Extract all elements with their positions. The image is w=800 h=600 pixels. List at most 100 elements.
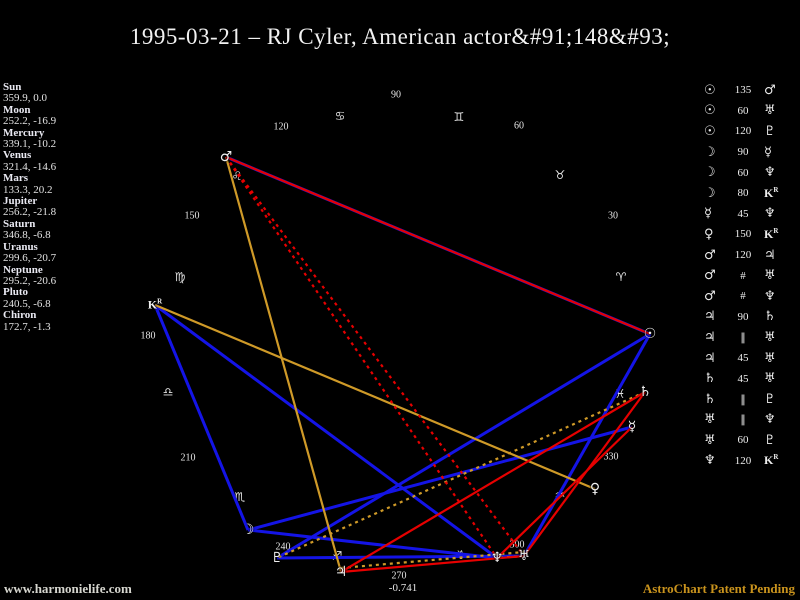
pluto-glyph: ♇ — [764, 391, 776, 407]
planet-neptune-icon: ♆ — [490, 550, 504, 566]
neptune-glyph: ♆ — [764, 412, 776, 428]
degree-label-150: 150 — [184, 210, 200, 222]
aspect-line-sun-uranus — [522, 333, 652, 557]
planet-venus-icon: ♀ — [589, 481, 601, 497]
retrograde-mark: R — [157, 297, 163, 306]
aspect-row: ☽ 60 ♆ — [704, 162, 796, 183]
aspect-line-venus-chiron — [154, 303, 596, 491]
ephemeris-value: 256.2, -21.8 — [3, 206, 57, 219]
degree-label-210: 210 — [180, 452, 196, 464]
sun-glyph: ☉ — [704, 123, 716, 139]
ephemeris-name: Uranus — [3, 240, 38, 253]
sign-cancer-icon: ♋ — [334, 109, 346, 123]
aspect-row: ♃ ∥ ♅ — [704, 327, 796, 348]
aspect-line-mars-neptune — [225, 156, 498, 559]
neptune-glyph: ♆ — [764, 288, 776, 304]
aspect-line-mars-uranus — [225, 156, 525, 557]
ephemeris-name: Neptune — [3, 263, 43, 276]
mars-glyph: ♂ — [704, 268, 716, 284]
planet-mars-icon: ♂ — [219, 149, 233, 165]
ephemeris-value: 172.7, -1.3 — [3, 320, 51, 333]
uranus-glyph: ♅ — [704, 432, 716, 448]
aspect-line-saturn-uranus — [523, 391, 646, 557]
aspect-value: 45 — [737, 207, 749, 220]
aspect-value: # — [740, 269, 746, 282]
planet-mercury-icon: ☿ — [627, 419, 637, 435]
mercury-glyph: ☿ — [764, 144, 772, 160]
aspect-value: 45 — [737, 372, 749, 385]
aspect-row: ♃ 45 ♅ — [704, 348, 796, 369]
aspect-value: 90 — [737, 146, 749, 159]
sun-glyph: ☉ — [704, 103, 716, 119]
retrograde-mark: R — [773, 185, 779, 194]
saturn-glyph: ♄ — [704, 391, 716, 407]
ephemeris-value: 240.5, -6.8 — [3, 297, 51, 310]
sign-libra-icon: ♎ — [162, 385, 174, 399]
aspect-value: 120 — [734, 454, 752, 467]
ephemeris-name: Pluto — [3, 286, 29, 299]
sign-gemini-icon: ♊ — [453, 110, 465, 124]
aspect-row: ☽ 80 KR — [704, 183, 796, 204]
ephemeris-value: 339.1, -10.2 — [3, 138, 57, 151]
pluto-glyph: ♇ — [764, 123, 776, 139]
mercury-glyph: ☿ — [704, 206, 712, 222]
sign-taurus-icon: ♉ — [554, 168, 566, 182]
patent-notice: AstroChart Patent Pending — [642, 581, 795, 596]
uranus-glyph: ♅ — [764, 350, 776, 366]
moon-glyph: ☽ — [704, 185, 716, 201]
degree-label-90: 90 — [391, 89, 401, 101]
saturn-glyph: ♄ — [704, 371, 716, 387]
sign-scorpio-icon: ♏ — [234, 490, 246, 504]
planet-chiron-icon: KR — [147, 297, 163, 312]
ephemeris-value: 299.6, -20.7 — [3, 252, 57, 265]
ephemeris-name: Mercury — [3, 126, 45, 139]
ephemeris-name: Jupiter — [3, 195, 38, 208]
aspect-row: ♂ 120 ♃ — [704, 245, 796, 266]
jupiter-glyph: ♃ — [704, 350, 716, 366]
planet-jupiter-icon: ♃ — [334, 564, 348, 580]
aspect-row: ♀ 150 KR — [704, 224, 796, 245]
aspect-value: 60 — [737, 434, 749, 447]
sign-leo-icon: ♌ — [231, 169, 243, 183]
aspect-value: 90 — [737, 310, 749, 323]
ephemeris-name: Saturn — [3, 217, 36, 230]
aspect-value: 135 — [734, 84, 752, 97]
ephemeris-panel: Sun 359.9, 0.0 Moon 252.2, -16.9 Mercury 339.… — [3, 81, 113, 333]
degree-label-60: 60 — [514, 120, 524, 132]
ephemeris-name: Chiron — [3, 309, 37, 322]
ephemeris-value: 321.4, -14.6 — [3, 160, 57, 173]
uranus-glyph: ♅ — [764, 329, 776, 345]
neptune-glyph: ♆ — [764, 165, 776, 181]
moon-glyph: ☽ — [704, 144, 716, 160]
aspect-value: ∥ — [740, 331, 746, 344]
aspect-value: 60 — [737, 104, 749, 117]
aspect-line-saturn-pluto — [276, 390, 646, 560]
degree-label-240: 240 — [275, 541, 291, 553]
ephemeris-name: Venus — [3, 149, 32, 162]
aspect-line-mars-jupiter — [224, 156, 343, 573]
page-title: 1995-03-21 – RJ Cyler, American actor&#9… — [129, 24, 671, 49]
uranus-glyph: ♅ — [764, 103, 776, 119]
aspect-line-jupiter-uranus — [340, 550, 525, 570]
aspect-value: # — [740, 290, 746, 303]
uranus-glyph: ♅ — [764, 268, 776, 284]
aspect-line-moon-mercury — [247, 425, 633, 532]
aspect-line-chiron-moon — [153, 304, 250, 531]
chiron-glyph: KR — [764, 185, 779, 200]
aspect-value: 45 — [737, 352, 749, 365]
aspect-row: ♄ ∥ ♇ — [704, 389, 796, 410]
degree-label-330: 330 — [603, 451, 619, 463]
aspect-value: 120 — [734, 249, 752, 262]
mars-glyph: ♂ — [704, 247, 716, 263]
aspect-value: 120 — [734, 125, 752, 138]
aspect-value: ∥ — [740, 414, 746, 427]
ephemeris-name: Moon — [3, 103, 31, 116]
aspect-line-moon-neptune — [247, 528, 498, 560]
ephemeris-value: 295.2, -20.6 — [3, 274, 57, 287]
neptune-glyph: ♆ — [764, 206, 776, 222]
jupiter-glyph: ♃ — [764, 247, 776, 263]
planet-moon-icon: ☽ — [241, 522, 255, 538]
sign-virgo-icon: ♍ — [174, 270, 186, 284]
